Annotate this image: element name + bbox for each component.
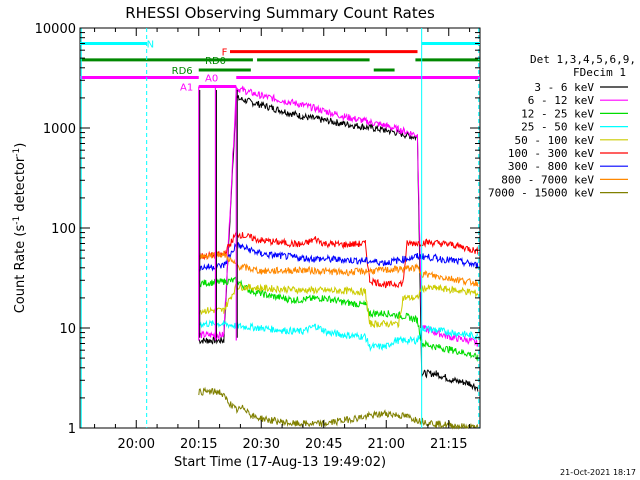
x-tick-label-0: 20:00 — [118, 437, 155, 452]
legend-label-1: 6 - 12 keV — [528, 94, 595, 107]
legend-label-3: 25 - 50 keV — [521, 121, 594, 134]
series-line-4 — [198, 281, 479, 329]
x-axis-ticks: 20:00 20:15 20:30 20:45 21:00 21:15 — [94, 28, 471, 452]
series-line-8 — [198, 386, 479, 430]
y-tick-label-2: 100 — [51, 222, 76, 237]
x-tick-label-5: 21:15 — [430, 437, 467, 452]
flag-label-rd6: RD6 — [172, 66, 193, 77]
y-tick-label-0: 1 — [68, 422, 76, 437]
y-tick-label-1: 10 — [59, 322, 76, 337]
footer-timestamp: 21-Oct-2021 18:17 — [560, 468, 636, 477]
y-tick-label-4: 10000 — [35, 22, 76, 37]
x-tick-label-2: 20:30 — [243, 437, 280, 452]
flag-label-f: F — [222, 48, 228, 59]
series-line-2 — [198, 276, 479, 363]
series-line-7 — [198, 250, 479, 287]
plot-frame — [79, 27, 481, 429]
flag-label-n: N — [147, 39, 154, 50]
x-axis-label: Start Time (17-Aug-13 19:49:02) — [174, 455, 386, 470]
chart-title: RHESSI Observing Summary Count Rates — [125, 4, 435, 22]
series-line-3 — [198, 319, 479, 352]
series-line-6 — [198, 241, 479, 272]
legend-label-0: 3 - 6 keV — [534, 81, 594, 94]
flag-label-a1: A1 — [180, 83, 193, 94]
x-tick-label-4: 21:00 — [368, 437, 405, 452]
x-tick-label-1: 20:15 — [180, 437, 217, 452]
legend-label-5: 100 - 300 keV — [508, 147, 594, 160]
legend-label-7: 800 - 7000 keV — [501, 173, 594, 186]
legend-label-4: 50 - 100 keV — [515, 134, 595, 147]
legend-label-2: 12 - 25 keV — [521, 107, 594, 120]
legend-title-1: Det 1,3,4,5,6,9, — [530, 53, 636, 66]
flag-label-a0: A0 — [205, 73, 218, 84]
legend-title-2: FDecim 1 — [573, 66, 626, 79]
series-layer — [198, 85, 479, 430]
legend-label-8: 7000 - 15000 keV — [488, 187, 594, 200]
series-line-0 — [198, 95, 479, 392]
flag-label-rd0: RD0 — [205, 56, 226, 67]
series-line-1 — [198, 85, 479, 347]
y-axis-ticks: 1 10 100 1000 10000 — [35, 22, 480, 437]
y-tick-label-3: 1000 — [43, 122, 76, 137]
legend-label-6: 300 - 800 keV — [508, 160, 594, 173]
series-line-5 — [198, 231, 479, 289]
y-axis-label: Count Rate (s-1 detector-1) — [12, 143, 28, 314]
x-tick-label-3: 20:45 — [305, 437, 342, 452]
